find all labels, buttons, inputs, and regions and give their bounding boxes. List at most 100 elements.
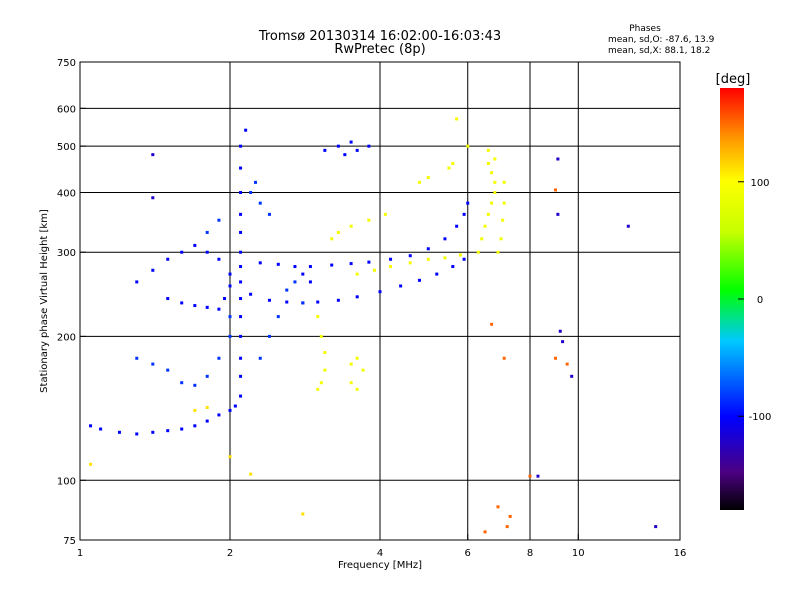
echo-point: [258, 201, 262, 205]
echo-point: [301, 272, 305, 276]
chart-title: Tromsø 20130314 16:02:00-16:03:43: [258, 29, 501, 44]
echo-point: [239, 356, 243, 360]
echo-point: [166, 257, 170, 261]
echo-point: [486, 148, 490, 152]
stats-line-x: mean, sd,X: 88.1, 18.2: [608, 46, 710, 56]
echo-point: [343, 153, 347, 157]
echo-point: [426, 247, 430, 251]
echo-point: [493, 190, 497, 194]
echo-point: [205, 230, 209, 234]
x-tick-label: 2: [227, 548, 233, 559]
x-tick-label: 16: [674, 548, 687, 559]
echo-point: [228, 315, 232, 319]
echo-point: [553, 356, 557, 360]
y-tick-label: 400: [57, 188, 76, 199]
echo-point: [455, 117, 459, 121]
stats-heading: Phases: [629, 24, 661, 34]
echo-point: [89, 424, 93, 428]
echo-point: [301, 512, 305, 516]
echo-point: [336, 230, 340, 234]
echo-point: [389, 265, 393, 269]
echo-point: [502, 180, 506, 184]
echo-point: [193, 408, 197, 412]
echo-point: [180, 381, 184, 385]
echo-point: [228, 334, 232, 338]
x-tick-label: 8: [527, 548, 533, 559]
echo-point: [239, 250, 243, 254]
echo-point: [336, 144, 340, 148]
echo-point: [553, 188, 557, 192]
echo-point: [308, 280, 312, 284]
echo-point: [451, 161, 455, 165]
echo-point: [301, 301, 305, 305]
chart-subtitle: RwPretec (8p): [334, 42, 425, 57]
echo-point: [378, 290, 382, 294]
echo-point: [193, 424, 197, 428]
echo-point: [355, 356, 359, 360]
grid-lines: [80, 62, 680, 540]
echo-point: [361, 368, 365, 372]
echo-point: [239, 374, 243, 378]
y-axis-label: Stationary phase Virtual Height [km]: [39, 209, 50, 393]
colorbar-label: [deg]: [716, 72, 751, 87]
data-points: [89, 117, 658, 534]
echo-point: [330, 263, 334, 267]
echo-point: [239, 212, 243, 216]
echo-point: [486, 161, 490, 165]
echo-point: [355, 148, 359, 152]
echo-point: [496, 250, 500, 254]
echo-point: [276, 315, 280, 319]
echo-point: [373, 268, 377, 272]
echo-point: [462, 257, 466, 261]
x-axis-ticks: 1 2 4 6 8 10 16: [77, 534, 687, 559]
echo-point: [217, 218, 221, 222]
x-tick-label: 1: [77, 548, 83, 559]
echo-point: [228, 272, 232, 276]
colorbar-tick-label: -100: [749, 412, 772, 423]
echo-point: [349, 262, 353, 266]
x-tick-label: 6: [465, 548, 471, 559]
echo-point: [276, 262, 280, 266]
echo-point: [367, 218, 371, 222]
echo-point: [443, 256, 447, 260]
echo-point: [258, 356, 262, 360]
echo-point: [654, 525, 658, 529]
echo-point: [558, 329, 562, 333]
echo-point: [233, 404, 237, 408]
echo-point: [355, 272, 359, 276]
echo-point: [502, 356, 506, 360]
echo-point: [528, 474, 532, 478]
x-tick-label: 10: [572, 548, 585, 559]
echo-point: [117, 430, 121, 434]
echo-point: [493, 157, 497, 161]
echo-point: [508, 514, 512, 518]
echo-point: [239, 230, 243, 234]
echo-point: [349, 224, 353, 228]
colorbar-tick-label: 0: [757, 295, 763, 306]
echo-point: [228, 408, 232, 412]
echo-point: [319, 381, 323, 385]
echo-point: [426, 257, 430, 261]
echo-point: [166, 429, 170, 433]
echo-point: [228, 284, 232, 288]
echo-point: [336, 298, 340, 302]
echo-point: [151, 430, 155, 434]
echo-point: [447, 166, 451, 170]
echo-point: [239, 394, 243, 398]
echo-point: [323, 368, 327, 372]
echo-point: [458, 253, 462, 257]
echo-point: [323, 351, 327, 355]
y-tick-label: 500: [57, 142, 76, 153]
echo-point: [349, 381, 353, 385]
echo-point: [493, 180, 497, 184]
echo-point: [239, 265, 243, 269]
y-tick-label: 100: [57, 476, 76, 487]
echo-point: [323, 148, 327, 152]
echo-point: [466, 201, 470, 205]
echo-point: [239, 334, 243, 338]
echo-point: [217, 257, 221, 261]
echo-point: [330, 237, 334, 241]
echo-point: [556, 212, 560, 216]
echo-point: [151, 196, 155, 200]
echo-point: [570, 374, 574, 378]
